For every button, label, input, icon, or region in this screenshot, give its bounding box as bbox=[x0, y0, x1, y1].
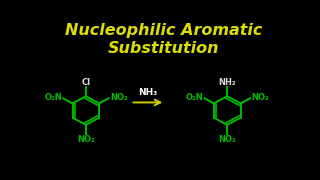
Text: O₂N: O₂N bbox=[44, 93, 62, 102]
Text: Nucleophilic Aromatic: Nucleophilic Aromatic bbox=[65, 23, 263, 38]
Text: O₂N: O₂N bbox=[186, 93, 203, 102]
Text: Substitution: Substitution bbox=[108, 41, 220, 56]
Text: Cl: Cl bbox=[81, 78, 91, 87]
Text: NH₂: NH₂ bbox=[219, 78, 236, 87]
Text: NH₃: NH₃ bbox=[138, 88, 157, 97]
Text: NO₂: NO₂ bbox=[110, 93, 128, 102]
Text: NO₂: NO₂ bbox=[218, 135, 236, 144]
Text: NO₂: NO₂ bbox=[251, 93, 269, 102]
Text: NO₂: NO₂ bbox=[77, 135, 95, 144]
